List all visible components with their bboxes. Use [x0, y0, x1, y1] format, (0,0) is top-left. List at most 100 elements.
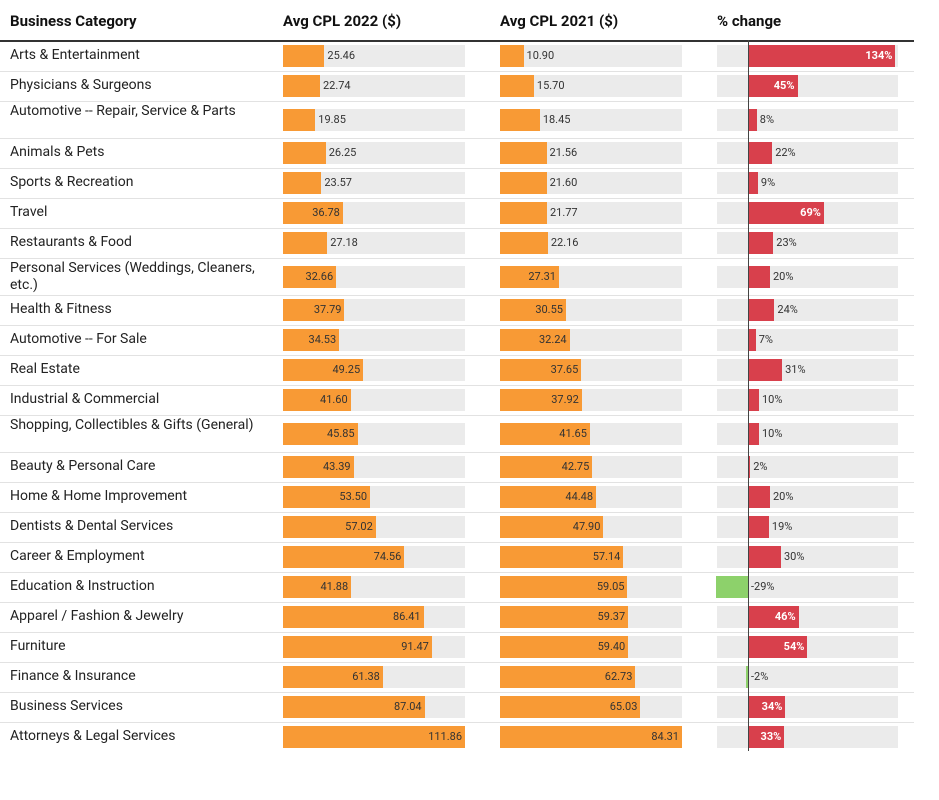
bar-cpl-2021-track: 59.40	[500, 636, 682, 658]
bar-cpl-2021	[500, 636, 629, 658]
bar-cpl-2022-track: 41.88	[283, 576, 465, 598]
bar-cpl-2021-track: 32.24	[500, 329, 682, 351]
percent-change-label: 7%	[758, 333, 773, 346]
percent-change-label: 8%	[759, 113, 775, 126]
table-row: Dentists & Dental Services 57.02 47.90 19%	[0, 512, 914, 543]
percent-change-bar	[748, 232, 774, 254]
percent-change-track: 46%	[717, 606, 898, 628]
percent-change-label: 69%	[800, 206, 821, 219]
bar-cpl-2021-track: 27.31	[500, 266, 682, 288]
percent-change-label: 23%	[776, 236, 797, 249]
bar-cpl-2022-track: 19.85	[283, 109, 465, 131]
category-label: Automotive -- Repair, Service & Parts	[10, 103, 236, 119]
bar-cpl-2022-track: 37.79	[283, 299, 465, 321]
bar-cpl-2021-track: 44.48	[500, 486, 682, 508]
table-row: Sports & Recreation 23.57 21.60 9%	[0, 168, 914, 199]
bar-cpl-2021-value-label: 21.60	[549, 176, 578, 189]
bar-cpl-2022	[283, 172, 322, 194]
category-label: Apparel / Fashion & Jewelry	[10, 608, 184, 624]
percent-change-bar	[748, 329, 756, 351]
percent-change-track: 31%	[717, 359, 898, 381]
percent-change-bar	[748, 636, 808, 658]
percent-change-track: 33%	[717, 726, 898, 748]
percent-change-bar	[748, 172, 758, 194]
table-row: Apparel / Fashion & Jewelry 86.41 59.37 46%	[0, 602, 914, 633]
bar-cpl-2022-value-label: 57.02	[345, 520, 373, 533]
bar-cpl-2021-value-label: 37.92	[551, 393, 579, 406]
bar-cpl-2022-value-label: 25.46	[327, 49, 356, 62]
bar-cpl-2022-value-label: 27.18	[330, 236, 358, 249]
percent-change-label: 20%	[773, 490, 794, 503]
bar-cpl-2022-track: 27.18	[283, 232, 465, 254]
percent-change-track: 9%	[717, 172, 898, 194]
percent-change-label: 9%	[760, 176, 776, 189]
percent-change-track: 20%	[717, 266, 898, 288]
category-label: Travel	[10, 204, 48, 220]
table-row: Automotive -- For Sale 34.53 32.24 7%	[0, 325, 914, 356]
bar-cpl-2021-track: 22.16	[500, 232, 682, 254]
bar-cpl-2022-track: 45.85	[283, 423, 465, 445]
bar-cpl-2022-track: 36.78	[283, 202, 465, 224]
percent-change-bar	[748, 696, 786, 718]
bar-cpl-2021	[500, 329, 570, 351]
bar-cpl-2021	[500, 486, 597, 508]
category-label: Career & Employment	[10, 548, 145, 564]
percent-change-label: 10%	[762, 393, 783, 406]
percent-change-bar	[748, 299, 775, 321]
bar-cpl-2022-value-label: 87.04	[393, 700, 422, 713]
bar-cpl-2021-track: 37.65	[500, 359, 682, 381]
table-row: Animals & Pets 26.25 21.56 22%	[0, 138, 914, 169]
table-row: Travel 36.78 21.77 69%	[0, 198, 914, 229]
percent-change-track: 30%	[717, 546, 898, 568]
category-label: Automotive -- For Sale	[10, 331, 147, 347]
bar-cpl-2021-value-label: 57.14	[592, 550, 621, 563]
bar-cpl-2021-value-label: 59.40	[597, 640, 626, 653]
bar-cpl-2022-value-label: 41.60	[320, 393, 348, 406]
percent-change-bar	[748, 546, 781, 568]
category-label: Business Services	[10, 698, 123, 714]
bar-cpl-2021	[500, 696, 641, 718]
bar-cpl-2021-value-label: 30.55	[535, 303, 563, 316]
bar-cpl-2021-track: 41.65	[500, 423, 682, 445]
bar-cpl-2021-value-label: 65.03	[609, 700, 638, 713]
bar-cpl-2021	[500, 666, 636, 688]
bar-cpl-2021	[500, 576, 628, 598]
percent-change-bar	[748, 516, 769, 538]
percent-change-track: 7%	[717, 329, 898, 351]
bar-cpl-2021-value-label: 21.77	[549, 206, 578, 219]
bar-cpl-2022-value-label: 61.38	[352, 670, 380, 683]
table-row: Beauty & Personal Care 43.39 42.75 2%	[0, 452, 914, 483]
bar-cpl-2022-track: 57.02	[283, 516, 465, 538]
bar-cpl-2021-track: 15.70	[500, 75, 682, 97]
percent-change-bar	[748, 389, 759, 411]
bar-cpl-2022-track: 41.60	[283, 389, 465, 411]
bar-cpl-2021-track: 21.77	[500, 202, 682, 224]
table-row: Education & Instruction 41.88 59.05 -29%	[0, 572, 914, 603]
bar-cpl-2021-track: 62.73	[500, 666, 682, 688]
percent-change-track: -2%	[717, 666, 898, 688]
bar-cpl-2022-value-label: 19.85	[318, 113, 346, 126]
category-label: Health & Fitness	[10, 301, 112, 317]
percent-change-bar	[745, 666, 748, 688]
table-row: Restaurants & Food 27.18 22.16 23%	[0, 228, 914, 259]
bar-cpl-2021-track: 84.31	[500, 726, 682, 748]
bar-cpl-2021	[500, 606, 629, 628]
category-label: Physicians & Surgeons	[10, 77, 152, 93]
category-label: Home & Home Improvement	[10, 488, 188, 504]
table-header: Business Category Avg CPL 2022 ($) Avg C…	[0, 0, 914, 42]
category-label: Personal Services (Weddings, Cleaners, e…	[10, 260, 255, 293]
category-label: Shopping, Collectibles & Gifts (General)	[10, 417, 254, 433]
category-label: Industrial & Commercial	[10, 391, 160, 407]
bar-cpl-2021-value-label: 44.48	[565, 490, 594, 503]
percent-change-bar	[748, 45, 896, 67]
bar-cpl-2021-value-label: 62.73	[604, 670, 633, 683]
bar-cpl-2021-track: 59.05	[500, 576, 682, 598]
percent-change-label: 31%	[785, 363, 806, 376]
table-row: Furniture 91.47 59.40 54%	[0, 632, 914, 663]
table-row: Home & Home Improvement 53.50 44.48 20%	[0, 482, 914, 513]
table-row: Shopping, Collectibles & Gifts (General)…	[0, 415, 914, 453]
bar-cpl-2021-track: 42.75	[500, 456, 682, 478]
bar-cpl-2021-track: 30.55	[500, 299, 682, 321]
header-cpl-2022: Avg CPL 2022 ($)	[283, 12, 402, 30]
